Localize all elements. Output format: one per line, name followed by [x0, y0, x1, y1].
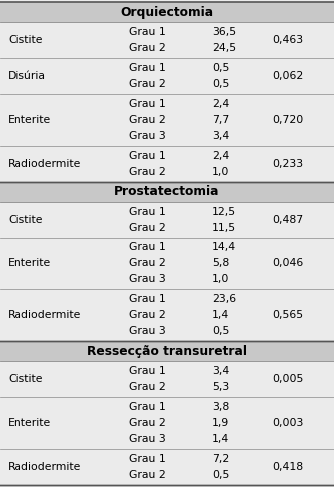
Text: 1,0: 1,0	[212, 274, 229, 284]
Text: 3,4: 3,4	[212, 131, 229, 141]
Text: 0,565: 0,565	[272, 310, 303, 320]
Text: Grau 1: Grau 1	[129, 366, 165, 376]
Bar	[0, 2, 334, 22]
Text: Grau 1: Grau 1	[129, 99, 165, 109]
Text: 0,233: 0,233	[272, 159, 303, 169]
Text: 14,4: 14,4	[212, 243, 236, 252]
Text: Grau 1: Grau 1	[129, 27, 165, 37]
Text: Grau 1: Grau 1	[129, 151, 165, 161]
Text: Grau 3: Grau 3	[129, 274, 165, 284]
Text: 0,463: 0,463	[272, 35, 303, 45]
Text: 24,5: 24,5	[212, 43, 236, 53]
Text: Grau 2: Grau 2	[129, 115, 165, 125]
Text: Grau 2: Grau 2	[129, 418, 165, 428]
Text: Grau 2: Grau 2	[129, 79, 165, 89]
Text: Grau 2: Grau 2	[129, 223, 165, 233]
Text: 1,9: 1,9	[212, 418, 229, 428]
Text: Grau 1: Grau 1	[129, 294, 165, 304]
Text: Enterite: Enterite	[8, 259, 51, 268]
Text: 0,720: 0,720	[272, 115, 304, 125]
Text: 5,8: 5,8	[212, 259, 229, 268]
Text: 1,0: 1,0	[212, 167, 229, 177]
Text: 0,418: 0,418	[272, 462, 303, 471]
Text: Grau 1: Grau 1	[129, 402, 165, 412]
Text: 0,487: 0,487	[272, 215, 303, 225]
Text: 5,3: 5,3	[212, 382, 229, 392]
Text: Grau 3: Grau 3	[129, 434, 165, 444]
Bar	[0, 182, 334, 202]
Text: Prostatectomia: Prostatectomia	[114, 185, 220, 198]
Text: 12,5: 12,5	[212, 206, 236, 217]
Text: Grau 2: Grau 2	[129, 259, 165, 268]
Text: 0,5: 0,5	[212, 79, 229, 89]
Text: Grau 3: Grau 3	[129, 131, 165, 141]
Text: Orquiectomia: Orquiectomia	[121, 6, 213, 19]
Text: 23,6: 23,6	[212, 294, 236, 304]
Text: Grau 2: Grau 2	[129, 167, 165, 177]
Text: 0,5: 0,5	[212, 63, 229, 73]
Text: Ressecção transuretral: Ressecção transuretral	[87, 345, 247, 357]
Text: Cistite: Cistite	[8, 215, 43, 225]
Text: Cistite: Cistite	[8, 374, 43, 384]
Text: 1,4: 1,4	[212, 434, 229, 444]
Text: Radiodermite: Radiodermite	[8, 310, 82, 320]
Text: Grau 1: Grau 1	[129, 243, 165, 252]
Text: Grau 2: Grau 2	[129, 43, 165, 53]
Text: 11,5: 11,5	[212, 223, 236, 233]
Text: Grau 1: Grau 1	[129, 206, 165, 217]
Text: 2,4: 2,4	[212, 99, 229, 109]
Bar	[0, 341, 334, 361]
Text: 2,4: 2,4	[212, 151, 229, 161]
Text: 0,005: 0,005	[272, 374, 304, 384]
Text: 1,4: 1,4	[212, 310, 229, 320]
Text: Disúria: Disúria	[8, 71, 46, 81]
Text: 7,2: 7,2	[212, 454, 229, 464]
Text: 7,7: 7,7	[212, 115, 229, 125]
Text: 0,046: 0,046	[272, 259, 304, 268]
Text: Enterite: Enterite	[8, 418, 51, 428]
Text: 0,5: 0,5	[212, 326, 229, 336]
Text: Radiodermite: Radiodermite	[8, 159, 82, 169]
Text: 0,062: 0,062	[272, 71, 304, 81]
Text: 3,4: 3,4	[212, 366, 229, 376]
Text: Grau 1: Grau 1	[129, 63, 165, 73]
Text: Grau 3: Grau 3	[129, 326, 165, 336]
Text: Cistite: Cistite	[8, 35, 43, 45]
Text: Grau 2: Grau 2	[129, 310, 165, 320]
Text: Grau 1: Grau 1	[129, 454, 165, 464]
Text: 0,5: 0,5	[212, 469, 229, 480]
Text: 0,003: 0,003	[272, 418, 304, 428]
Text: 36,5: 36,5	[212, 27, 236, 37]
Text: 3,8: 3,8	[212, 402, 229, 412]
Text: Enterite: Enterite	[8, 115, 51, 125]
Text: Grau 2: Grau 2	[129, 469, 165, 480]
Text: Radiodermite: Radiodermite	[8, 462, 82, 471]
Text: Grau 2: Grau 2	[129, 382, 165, 392]
